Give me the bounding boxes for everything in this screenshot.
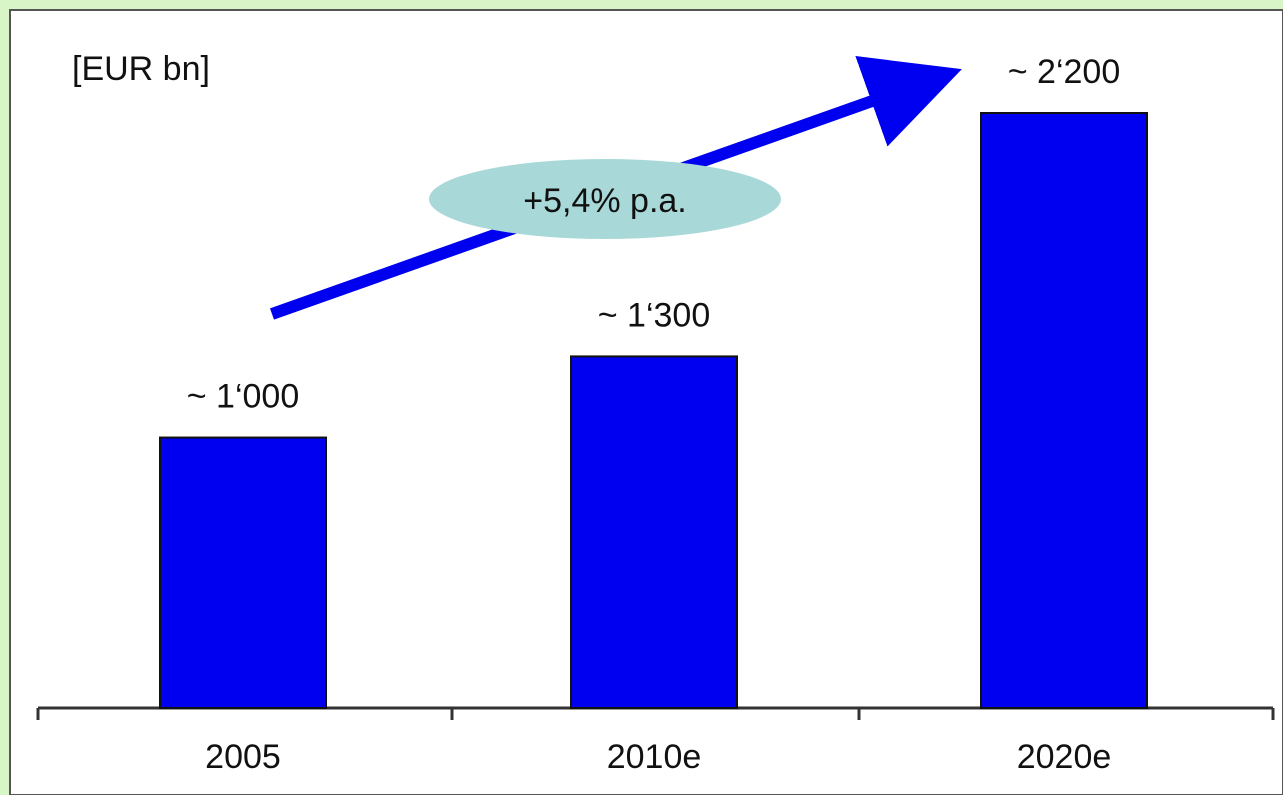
bar-2020e: [980, 112, 1148, 709]
value-label-2020e: ~ 2‘200: [1008, 53, 1121, 91]
growth-rate-label: +5,4% p.a.: [523, 182, 687, 220]
value-label-2005: ~ 1‘000: [187, 378, 300, 416]
value-label-2010e: ~ 1‘300: [598, 296, 711, 334]
bar-2005: [159, 436, 327, 709]
bar-2010e: [570, 355, 738, 709]
category-label-2010e: 2010e: [607, 738, 702, 776]
growth-rate-badge: [429, 159, 781, 239]
unit-label: [EUR bn]: [72, 50, 210, 88]
category-label-2005: 2005: [205, 738, 281, 776]
value-labels: ~ 1‘000 ~ 1‘300 ~ 2‘200: [187, 53, 1121, 416]
bars: [159, 112, 1148, 709]
category-labels: 2005 2010e 2020e: [205, 738, 1111, 776]
category-label-2020e: 2020e: [1017, 738, 1112, 776]
category-ticks: [36, 708, 1275, 720]
